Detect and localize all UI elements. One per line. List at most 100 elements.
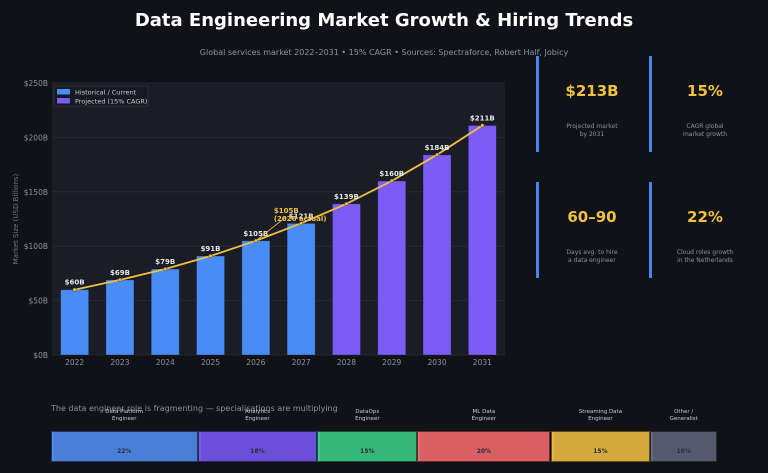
data-label: $211B bbox=[470, 114, 495, 122]
kpi-accent-bar bbox=[536, 182, 539, 278]
kpi-label: Cloud roles growth in the Netherlands bbox=[676, 249, 734, 264]
segment-label: Streaming Data Engineer bbox=[578, 409, 623, 422]
x-tick-label: 2024 bbox=[156, 358, 175, 367]
kpi-accent-bar bbox=[649, 182, 652, 278]
legend-label: Historical / Current bbox=[75, 89, 137, 97]
segment-label: ML Data Engineer bbox=[471, 409, 497, 422]
trend-point bbox=[344, 201, 349, 206]
segment-edge bbox=[651, 432, 654, 461]
trend-point bbox=[435, 152, 440, 157]
y-tick-label: $250B bbox=[24, 79, 48, 88]
kpi-accent-bar bbox=[536, 56, 539, 152]
x-tick-label: 2027 bbox=[292, 358, 311, 367]
x-tick-label: 2025 bbox=[201, 358, 220, 367]
trend-point bbox=[163, 266, 168, 272]
annotation-note: (2026 actual) bbox=[274, 215, 327, 223]
kpi-value: 15% bbox=[687, 82, 723, 100]
kpi-card-days-to-hire: 60–90 Days avg. to hire a data engineer bbox=[536, 182, 646, 278]
bar-2024 bbox=[150, 268, 180, 356]
trend-point bbox=[389, 178, 394, 183]
trend-point bbox=[72, 287, 77, 292]
x-tick-label: 2028 bbox=[337, 358, 356, 367]
x-tick-label: 2031 bbox=[473, 358, 492, 367]
data-label: $184B bbox=[425, 144, 450, 152]
x-tick-label: 2023 bbox=[110, 358, 129, 367]
data-label: $121B bbox=[289, 212, 314, 220]
kpi-accent-bar bbox=[649, 56, 652, 152]
fragment-segment: 15% bbox=[317, 431, 418, 462]
kpi-label: CAGR global market growth bbox=[682, 123, 728, 138]
segment-edge bbox=[52, 432, 54, 461]
y-tick-label: $50B bbox=[29, 297, 48, 306]
x-tick-label: 2026 bbox=[246, 358, 265, 367]
legend-box bbox=[53, 85, 149, 107]
trend-point bbox=[208, 253, 213, 259]
fragmentation-title: The data engineer role is fragmenting — … bbox=[51, 404, 338, 413]
page-title: Data Engineering Market Growth & Hiring … bbox=[134, 10, 634, 31]
segment-label: Data Platform Engineer bbox=[105, 409, 144, 422]
page-subtitle: Global services market 2022–2031 • 15% C… bbox=[199, 48, 569, 57]
trend-line bbox=[74, 124, 483, 291]
annotation-value: $105B bbox=[274, 207, 299, 215]
segment-edge bbox=[418, 432, 421, 461]
segment-percent: 15% bbox=[360, 448, 375, 455]
legend-swatch-historical bbox=[57, 89, 70, 95]
legend-swatch-projected bbox=[57, 98, 70, 104]
bar-2023 bbox=[105, 279, 135, 356]
fragment-segment: 22% bbox=[51, 431, 198, 462]
y-tick-label: $0B bbox=[33, 351, 48, 360]
kpi-label: Projected market by 2031 bbox=[566, 123, 618, 138]
fragment-segment: 20% bbox=[417, 431, 551, 462]
data-label: $139B bbox=[334, 193, 359, 201]
segment-edge bbox=[198, 432, 201, 461]
legend-label: Projected (15% CAGR) bbox=[75, 98, 147, 106]
kpi-card-cloud-growth: 22% Cloud roles growth in the Netherland… bbox=[649, 182, 759, 278]
y-tick-label: $200B bbox=[24, 133, 48, 142]
trend-point bbox=[480, 123, 485, 128]
fragment-segment: 10% bbox=[650, 431, 717, 462]
fragmentation-bar: 22% 18% 15% 20% 15% 10% bbox=[51, 431, 717, 462]
bar-2027 bbox=[286, 222, 316, 356]
bar-2030 bbox=[422, 154, 452, 356]
bar-2025 bbox=[196, 255, 225, 356]
data-label: $60B bbox=[65, 279, 85, 287]
fragment-segment: 18% bbox=[197, 431, 318, 462]
segment-percent: 15% bbox=[593, 448, 608, 455]
x-tick-label: 2029 bbox=[382, 358, 401, 367]
market-growth-chart: $0B $50B $100B $150B $200B $250B Market Size (… bbox=[12, 79, 505, 367]
bar-2022 bbox=[60, 289, 90, 356]
bar-2026 bbox=[241, 240, 271, 356]
segment-label: Other / Generalist bbox=[669, 409, 698, 422]
fragment-segment: 15% bbox=[550, 431, 651, 462]
kpi-value: 60–90 bbox=[567, 208, 617, 226]
segment-label: Analytics Engineer bbox=[244, 409, 270, 422]
segment-label: DataOps Engineer bbox=[355, 409, 380, 422]
trend-point bbox=[299, 221, 304, 226]
bar-2031 bbox=[467, 125, 497, 356]
segment-percent: 22% bbox=[117, 448, 132, 455]
segment-edge bbox=[551, 432, 554, 461]
data-label: $79B bbox=[155, 258, 175, 266]
x-tick-label: 2022 bbox=[65, 358, 84, 367]
kpi-value: $213B bbox=[565, 82, 619, 100]
annotation-arrow bbox=[255, 216, 287, 242]
data-label: $91B bbox=[201, 245, 221, 253]
y-tick-label: $100B bbox=[24, 242, 48, 251]
segment-percent: 10% bbox=[676, 448, 691, 455]
kpi-label: Days avg. to hire a data engineer bbox=[566, 249, 618, 264]
data-label: $105B bbox=[243, 230, 268, 238]
segment-edge bbox=[318, 432, 321, 461]
trend-point bbox=[117, 277, 122, 282]
bar-2029 bbox=[377, 180, 407, 356]
y-tick-label: $150B bbox=[24, 188, 48, 197]
segment-percent: 20% bbox=[476, 448, 492, 455]
kpi-card-projected-market: $213B Projected market by 2031 bbox=[536, 56, 646, 152]
bar-2028 bbox=[332, 203, 361, 356]
kpi-card-cagr: 15% CAGR global market growth bbox=[649, 56, 759, 152]
data-label: $160B bbox=[379, 170, 404, 178]
y-axis-label: Market Size (USD Billions) bbox=[12, 173, 20, 264]
data-label: $69B bbox=[110, 269, 130, 277]
x-tick-label: 2030 bbox=[428, 358, 447, 367]
kpi-value: 22% bbox=[687, 208, 723, 226]
segment-percent: 18% bbox=[250, 448, 265, 455]
